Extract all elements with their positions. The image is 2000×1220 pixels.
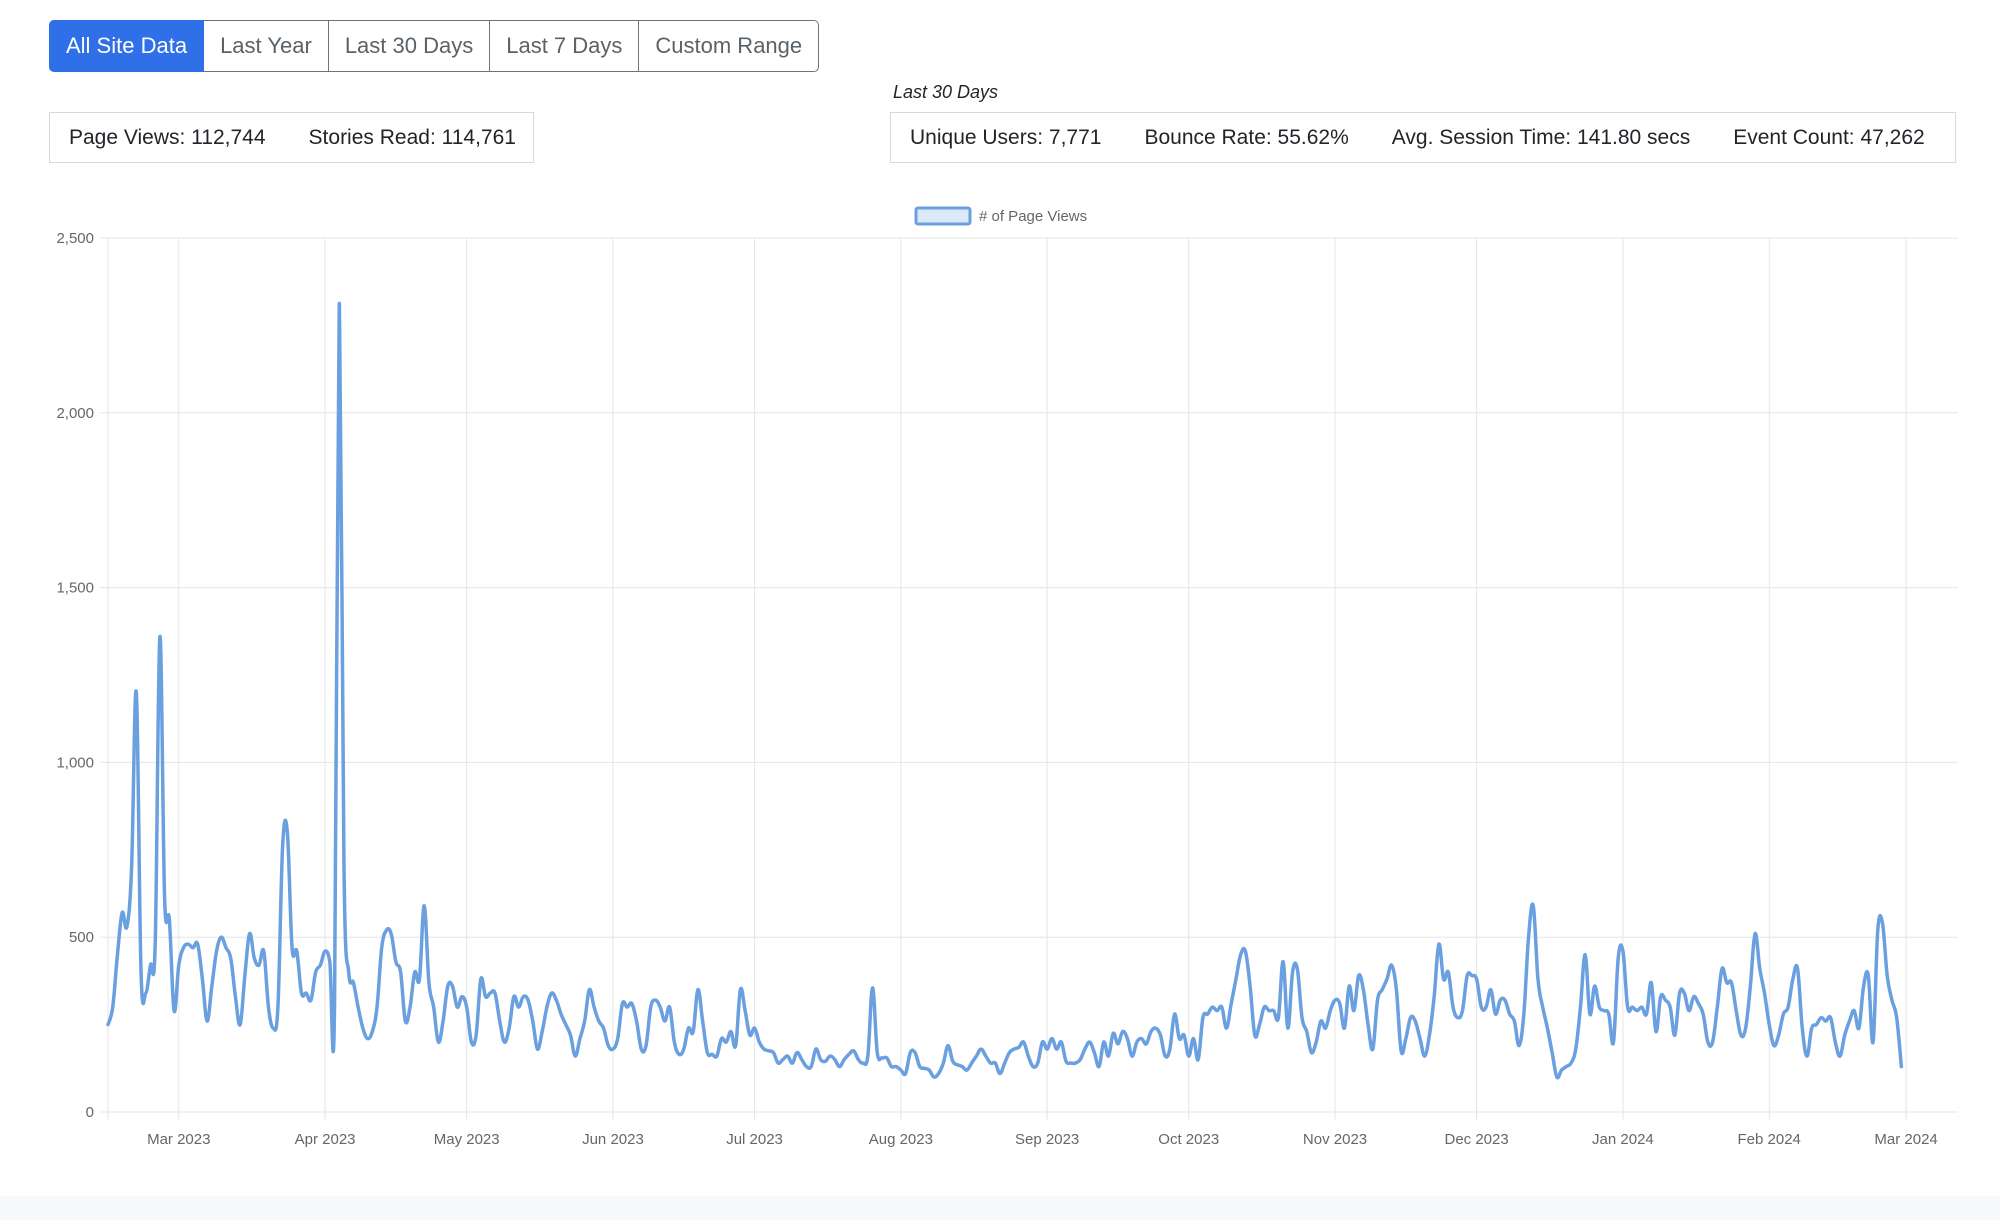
y-axis: 0 500 1,000 1,500 2,000 2,500: [56, 230, 108, 1121]
bounce-rate-stat: Bounce Rate: 55.62%: [1144, 125, 1349, 149]
legend-label: # of Page Views: [979, 208, 1087, 225]
x-tick-label: Jan 2024: [1592, 1131, 1654, 1148]
x-tick-label: Sep 2023: [1015, 1131, 1079, 1148]
x-tick-label: Jul 2023: [726, 1131, 783, 1148]
x-tick-label: Jun 2023: [582, 1131, 644, 1148]
x-tick-label: Dec 2023: [1445, 1131, 1509, 1148]
y-tick-label: 2,500: [56, 230, 94, 247]
filter-all-site-data-button[interactable]: All Site Data: [49, 20, 205, 72]
page-views-stat: Page Views: 112,744: [69, 125, 266, 149]
period-stats-box: Unique Users: 7,771 Bounce Rate: 55.62% …: [890, 112, 1956, 163]
filter-last-year-button[interactable]: Last Year: [204, 20, 329, 72]
x-tick-label: Feb 2024: [1738, 1131, 1801, 1148]
y-tick-label: 1,500: [56, 580, 94, 597]
footer-strip: [0, 1196, 2000, 1220]
x-axis: Mar 2023 Apr 2023 May 2023 Jun 2023 Jul 2023…: [147, 1131, 1938, 1148]
y-tick-label: 0: [86, 1104, 94, 1121]
site-totals-box: Page Views: 112,744 Stories Read: 114,76…: [49, 112, 534, 163]
chart-grid: [107, 237, 1958, 1120]
x-tick-label: Mar 2023: [147, 1131, 210, 1148]
y-tick-label: 1,000: [56, 754, 94, 771]
filter-custom-range-button[interactable]: Custom Range: [639, 20, 820, 72]
unique-users-stat: Unique Users: 7,771: [910, 125, 1102, 149]
y-tick-label: 2,000: [56, 405, 94, 422]
data-points: [108, 304, 1901, 1077]
x-tick-label: May 2023: [434, 1131, 500, 1148]
x-tick-label: Apr 2023: [295, 1131, 356, 1148]
legend-swatch: [914, 206, 972, 226]
x-tick-label: Mar 2024: [1874, 1131, 1937, 1148]
x-tick-label: Nov 2023: [1303, 1131, 1367, 1148]
stories-read-stat: Stories Read: 114,761: [308, 125, 516, 149]
page-views-chart: # of Page Views 0 500 1,000 1,500 2,000 2,500…: [56, 206, 1958, 1148]
avg-session-time-stat: Avg. Session Time: 141.80 secs: [1391, 125, 1691, 149]
filter-last-7-days-button[interactable]: Last 7 Days: [490, 20, 640, 72]
event-count-stat: Event Count: 47,262: [1733, 125, 1925, 149]
y-tick-label: 500: [69, 929, 94, 946]
date-range-filter: All Site Data Last Year Last 30 Days Las…: [49, 20, 820, 72]
x-tick-label: Aug 2023: [869, 1131, 933, 1148]
filter-last-30-days-button[interactable]: Last 30 Days: [328, 20, 491, 72]
x-tick-label: Oct 2023: [1158, 1131, 1219, 1148]
page-views-line: [106, 301, 1904, 1080]
period-label: Last 30 Days: [893, 82, 999, 102]
chart-legend[interactable]: # of Page Views: [914, 206, 1087, 226]
